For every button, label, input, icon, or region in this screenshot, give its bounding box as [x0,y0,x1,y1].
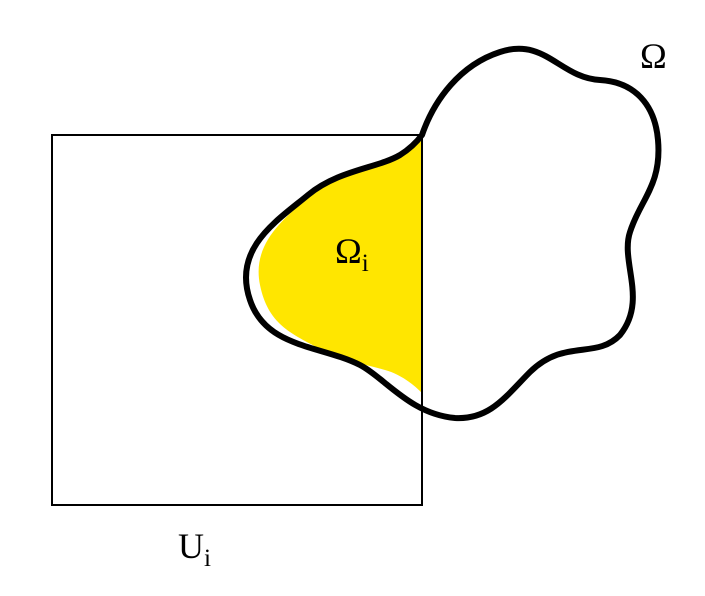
label-omega-text: Ω [640,36,667,76]
label-omega: Ω [640,35,667,77]
label-omega-i-sub: i [362,250,369,277]
label-u-i-base: U [178,526,204,566]
label-omega-i: Ωi [335,230,369,278]
label-u-i-sub: i [204,545,211,572]
label-u-i: Ui [178,525,211,573]
label-omega-i-base: Ω [335,231,362,271]
